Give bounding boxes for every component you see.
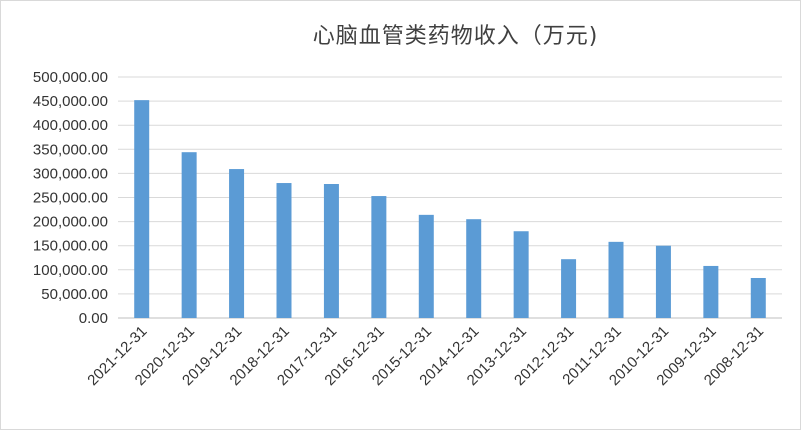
y-tick-label: 50,000.00 [41,286,108,303]
bar [655,245,671,318]
bar [371,196,387,318]
bar [466,219,482,318]
y-tick-label: 0.00 [79,310,108,327]
x-category-labels: 2021-12-312020-12-312019-12-312018-12-31… [84,323,767,389]
y-tick-label: 450,000.00 [33,93,108,110]
y-tick-label: 250,000.00 [33,190,108,207]
bar [181,152,197,318]
y-tick-label: 100,000.00 [33,262,108,279]
bar [276,183,292,318]
bar [608,241,624,318]
bar [134,100,150,318]
bar [750,277,766,318]
chart-title: 心脑血管类药物收入（万元) [312,24,599,49]
y-tick-labels: 0.00 50,000.00 100,000.00 150,000.00 200,000… [33,69,108,327]
bar [703,265,719,318]
bar [323,184,339,318]
grid-lines [118,76,782,319]
y-tick-label: 200,000.00 [33,214,108,231]
y-tick-label: 150,000.00 [33,238,108,255]
bar [229,169,245,318]
bar [561,259,577,318]
bar [513,231,529,318]
y-tick-label: 400,000.00 [33,117,108,134]
y-tick-label: 500,000.00 [33,69,108,86]
y-tick-label: 300,000.00 [33,165,108,182]
bars [134,100,766,318]
y-tick-label: 350,000.00 [33,141,108,158]
bar [418,214,434,318]
